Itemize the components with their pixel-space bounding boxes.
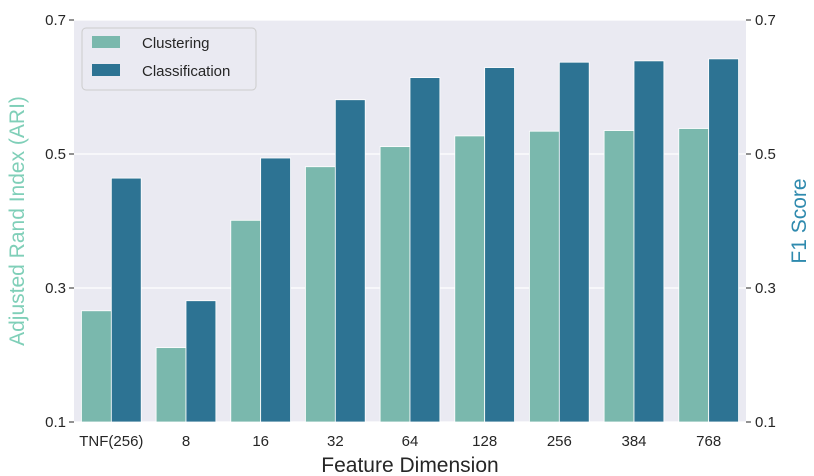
bar-classification-256 bbox=[558, 61, 590, 423]
x-tick-label: 768 bbox=[696, 433, 721, 450]
x-tick-label: 384 bbox=[621, 433, 646, 450]
left-y-tick-label: 0.1 bbox=[45, 414, 66, 431]
bar-classification-768 bbox=[708, 58, 739, 423]
x-tick-label: 64 bbox=[402, 433, 419, 450]
bar-classification-128 bbox=[484, 67, 515, 423]
x-tick-label: 8 bbox=[182, 433, 190, 450]
bar-clustering-128 bbox=[454, 135, 486, 423]
bar-classification-8 bbox=[185, 300, 217, 423]
bars bbox=[81, 58, 739, 423]
right-y-tick-label: 0.1 bbox=[755, 414, 776, 431]
right-y-tick-label: 0.7 bbox=[755, 12, 776, 29]
x-tick-label: 16 bbox=[252, 433, 269, 450]
legend-label-classification: Classification bbox=[142, 63, 230, 80]
right-y-tick-label: 0.5 bbox=[755, 146, 776, 163]
left-y-tick-label: 0.3 bbox=[45, 280, 66, 297]
bar-clustering-8 bbox=[155, 347, 187, 423]
bar-classification-16 bbox=[260, 157, 291, 423]
left-y-tick-label: 0.5 bbox=[45, 146, 66, 163]
legend: Clustering Classification bbox=[81, 27, 257, 91]
right-y-tick-label: 0.3 bbox=[755, 280, 776, 297]
right-y-axis-title: F1 Score bbox=[788, 178, 811, 263]
bar-clustering-TNF(256) bbox=[81, 310, 112, 423]
x-tick-label: TNF(256) bbox=[79, 433, 143, 450]
bar-clustering-256 bbox=[529, 130, 560, 423]
bar-clustering-16 bbox=[230, 219, 262, 423]
x-tick-label: 256 bbox=[547, 433, 572, 450]
bar-classification-TNF(256) bbox=[110, 177, 142, 423]
x-tick-label: 128 bbox=[472, 433, 497, 450]
bar-classification-384 bbox=[633, 60, 665, 423]
bar-clustering-768 bbox=[678, 128, 710, 423]
legend-box bbox=[81, 27, 257, 91]
x-tick-labels: TNF(256) 8 16 32 64 128 256 384 768 bbox=[79, 433, 721, 450]
bar-clustering-64 bbox=[379, 146, 411, 423]
x-axis-title: Feature Dimension bbox=[321, 454, 498, 476]
bar-classification-64 bbox=[409, 77, 441, 423]
bar-clustering-32 bbox=[305, 166, 336, 423]
bar-classification-32 bbox=[334, 99, 366, 423]
legend-swatch-clustering bbox=[92, 36, 120, 48]
left-y-tick-label: 0.7 bbox=[45, 12, 66, 29]
bar-clustering-384 bbox=[603, 130, 635, 423]
left-y-tick-labels: 0.1 0.3 0.5 0.7 bbox=[45, 12, 74, 431]
right-y-tick-labels: 0.1 0.3 0.5 0.7 bbox=[746, 12, 776, 431]
x-tick-label: 32 bbox=[327, 433, 344, 450]
legend-swatch-classification bbox=[92, 64, 120, 76]
legend-label-clustering: Clustering bbox=[142, 35, 210, 52]
left-y-axis-title: Adjusted Rand Index (ARI) bbox=[6, 96, 29, 346]
